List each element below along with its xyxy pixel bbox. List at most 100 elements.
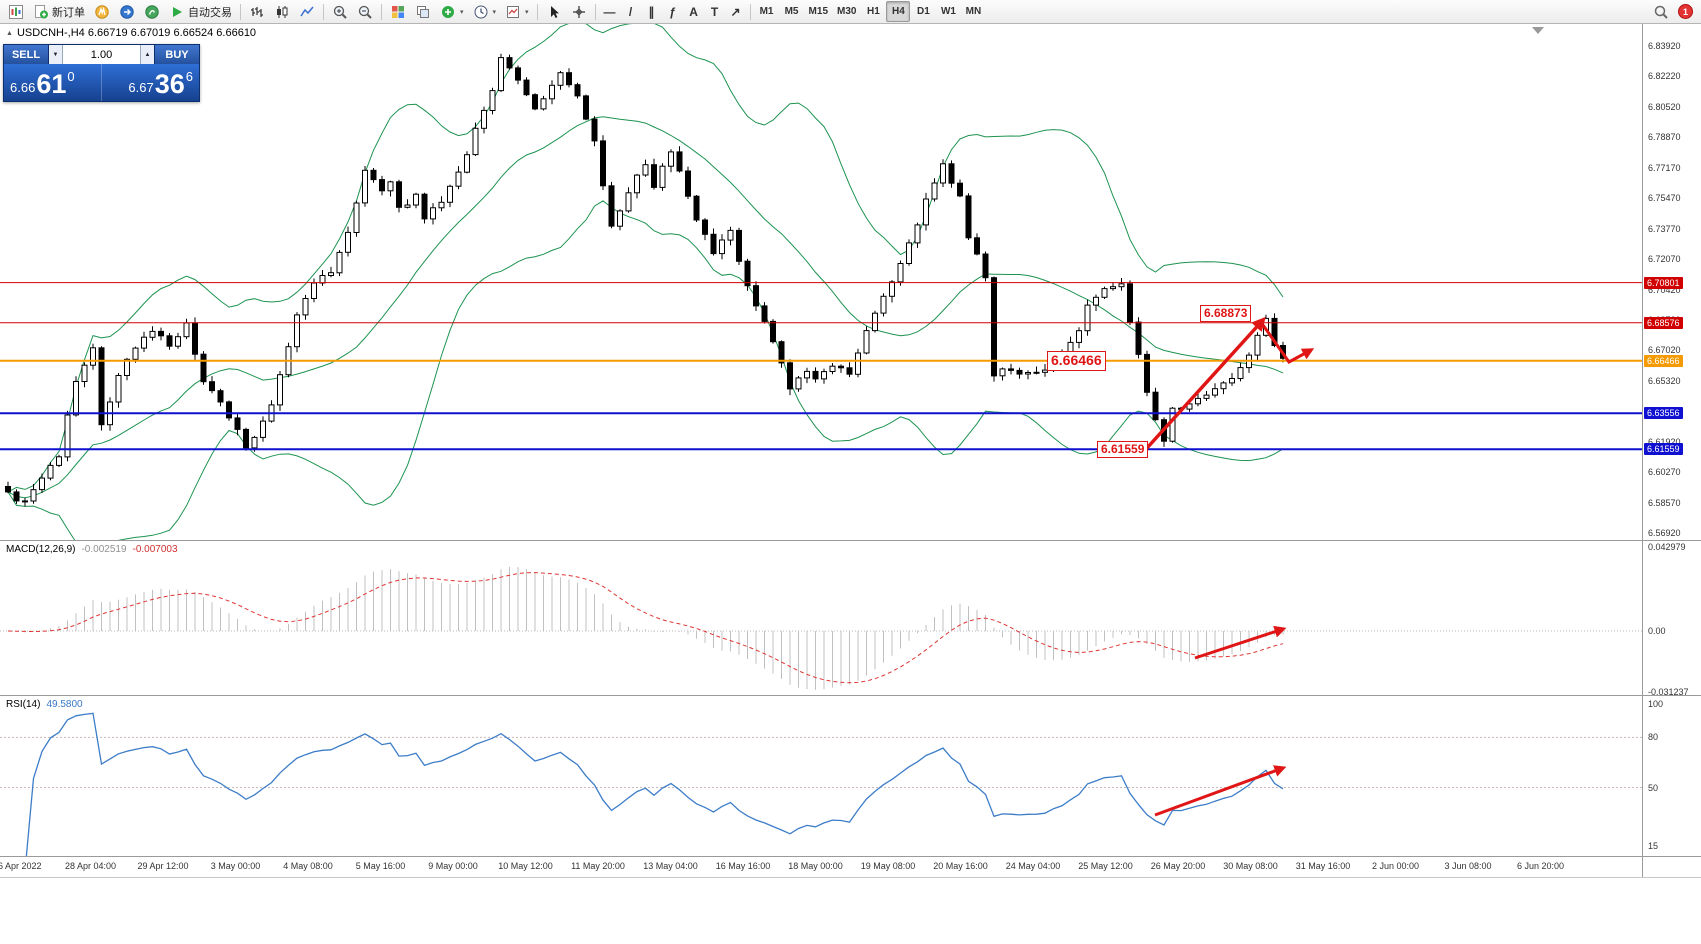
time-axis-label: 3 May 00:00 xyxy=(210,861,261,871)
arrows-tool-button[interactable]: ↗ xyxy=(726,1,746,22)
time-axis-label: 19 May 08:00 xyxy=(860,861,916,871)
buy-button[interactable]: BUY xyxy=(154,45,199,64)
timeframe-h4-button[interactable]: H4 xyxy=(886,1,911,22)
time-axis-label: 18 May 00:00 xyxy=(788,861,843,871)
trade-panel-controls: SELL ▼ 1.00 ▲ BUY xyxy=(4,45,199,64)
timeframe-m30-button[interactable]: M30 xyxy=(833,1,860,22)
macd-histogram xyxy=(16,567,1284,690)
sell-price-big-digits: 61 xyxy=(36,69,67,99)
candlestick-mode-button[interactable] xyxy=(270,1,294,22)
macd-indicator-panel[interactable] xyxy=(0,541,1642,695)
timeframe-h1-button[interactable]: H1 xyxy=(861,1,885,22)
text-tool-button[interactable]: A xyxy=(684,1,704,22)
clock-icon xyxy=(473,4,489,20)
horizontal-level-lines xyxy=(0,282,1642,451)
line-chart-icon xyxy=(299,4,315,20)
periods-button[interactable]: ▾ xyxy=(469,1,501,22)
scale-label: 6.82220 xyxy=(1648,71,1681,82)
tile-windows-icon xyxy=(390,4,406,20)
mql-community-button[interactable] xyxy=(90,1,114,22)
bar-chart-mode-button[interactable] xyxy=(245,1,269,22)
main-price-chart[interactable] xyxy=(0,24,1642,540)
search-button[interactable] xyxy=(1649,1,1673,22)
time-axis-label: 30 May 08:00 xyxy=(1223,861,1278,871)
rsi-caption: RSI(14) 49.5800 xyxy=(6,699,83,710)
rsi-line xyxy=(25,712,1284,856)
bar-chart-icon xyxy=(249,4,265,20)
templates-button[interactable]: ▾ xyxy=(501,1,533,22)
chevron-down-icon: ▾ xyxy=(460,8,464,16)
scale-label: 6.73770 xyxy=(1648,223,1681,234)
channel-tool-button[interactable]: ∥ xyxy=(642,1,662,22)
annotation-arrows xyxy=(1145,316,1315,450)
volume-input[interactable]: 1.00 xyxy=(63,45,140,64)
scale-level-label: 6.63556 xyxy=(1644,407,1683,420)
rsi-annotation-arrow xyxy=(1154,765,1287,817)
timeframe-m5-button[interactable]: M5 xyxy=(780,1,804,22)
macd-name: MACD(12,26,9) xyxy=(6,544,76,555)
hline-tool-button[interactable]: — xyxy=(600,1,620,22)
sell-button[interactable]: SELL xyxy=(4,45,49,64)
trendline-tool-button[interactable]: / xyxy=(621,1,641,22)
crosshair-tool-button[interactable] xyxy=(567,1,591,22)
time-axis-label: 5 May 16:00 xyxy=(355,861,406,871)
zoom-in-button[interactable] xyxy=(328,1,352,22)
macd-main-value: -0.002519 xyxy=(81,544,127,555)
toolbar-right-group: 1 xyxy=(1649,1,1697,22)
scale-label: 6.60270 xyxy=(1648,467,1681,478)
scale-label: 6.77170 xyxy=(1648,162,1681,173)
scale-label: 6.80520 xyxy=(1648,101,1681,112)
indicators-button[interactable]: ▾ xyxy=(436,1,468,22)
time-axis-label: 4 May 08:00 xyxy=(283,861,333,871)
autotrade-button[interactable]: 自动交易 xyxy=(165,1,236,22)
label-tool-button[interactable]: T xyxy=(705,1,725,22)
time-axis[interactable]: 26 Apr 2022 28 Apr 04:00 29 Apr 12:00 3 May… xyxy=(0,857,1642,877)
macd-caption: MACD(12,26,9) -0.002519 -0.007003 xyxy=(6,544,178,555)
toolbar-separator xyxy=(749,3,751,20)
cursor-tool-button[interactable] xyxy=(542,1,566,22)
chart-shift-marker xyxy=(1532,27,1544,34)
volume-decrease-spinner[interactable]: ▼ xyxy=(49,45,63,64)
new-chart-button[interactable] xyxy=(4,1,28,22)
arrange-windows-button[interactable] xyxy=(411,1,435,22)
macd-signal-value: -0.007003 xyxy=(132,544,178,555)
zoom-out-button[interactable] xyxy=(353,1,377,22)
panel-separator[interactable] xyxy=(0,695,1701,696)
toolbar-separator xyxy=(536,3,538,20)
price-scale-separator xyxy=(1642,24,1643,877)
collapse-marker-icon[interactable]: ▲ xyxy=(6,29,13,37)
indicators-icon xyxy=(440,4,456,20)
buy-price-pipette: 6 xyxy=(185,69,193,84)
new-order-label: 新订单 xyxy=(52,6,85,19)
fibonacci-tool-button[interactable]: ƒ xyxy=(663,1,683,22)
timeframe-m1-button[interactable]: M1 xyxy=(755,1,779,22)
market-button[interactable] xyxy=(115,1,139,22)
panel-separator[interactable] xyxy=(0,540,1701,541)
tile-windows-button[interactable] xyxy=(386,1,410,22)
volume-increase-spinner[interactable]: ▲ xyxy=(140,45,154,64)
notification-badge[interactable]: 1 xyxy=(1678,4,1693,19)
time-axis-label: 25 May 12:00 xyxy=(1078,861,1133,871)
rsi-indicator-panel[interactable] xyxy=(0,696,1642,856)
scale-label: 100 xyxy=(1648,699,1664,709)
timeframe-mn-button[interactable]: MN xyxy=(961,1,985,22)
buy-price[interactable]: 6.67 36 6 xyxy=(101,64,199,101)
autotrade-label: 自动交易 xyxy=(188,6,232,19)
scale-level-label: 6.66466 xyxy=(1644,354,1683,367)
timeframe-m15-button[interactable]: M15 xyxy=(805,1,832,22)
new-order-button[interactable]: 新订单 xyxy=(29,1,89,22)
time-axis-label: 10 May 12:00 xyxy=(498,861,553,871)
scale-label: 6.65320 xyxy=(1648,375,1681,386)
price-scale[interactable]: 6.83920 6.82220 6.80520 6.78870 6.77170 6.754… xyxy=(1643,24,1701,877)
line-chart-mode-button[interactable] xyxy=(295,1,319,22)
scale-label: 6.78870 xyxy=(1648,132,1681,143)
timeframe-w1-button[interactable]: W1 xyxy=(936,1,960,22)
signals-button[interactable] xyxy=(140,1,164,22)
scale-label: 50 xyxy=(1648,782,1659,793)
timeframe-d1-button[interactable]: D1 xyxy=(911,1,935,22)
chart-region: 6.68873 6.66466 6.61559 ▲ USDCNH-,H4 6.667… xyxy=(0,24,1701,944)
symbol-ohlc-readout: USDCNH-,H4 6.66719 6.67019 6.66524 6.666… xyxy=(16,27,257,39)
panel-separator xyxy=(0,856,1701,857)
sell-price[interactable]: 6.66 61 0 xyxy=(4,64,101,101)
